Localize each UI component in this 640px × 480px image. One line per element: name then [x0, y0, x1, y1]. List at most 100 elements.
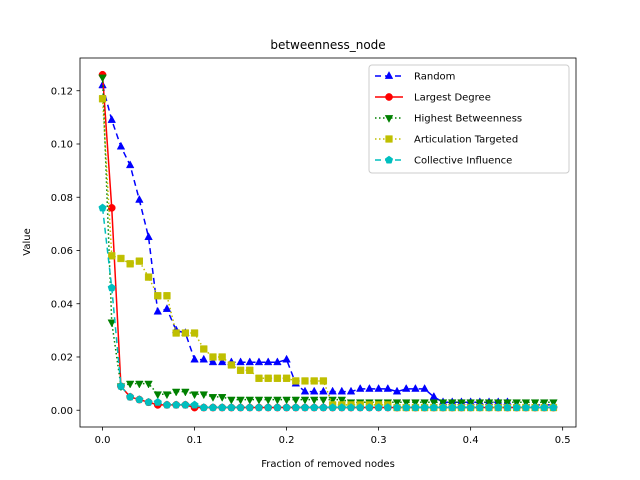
data-point-random	[107, 115, 116, 123]
data-point-collective-influence	[254, 403, 264, 412]
data-point-highest-betweenness	[319, 396, 328, 405]
legend-marker-largest-degree	[385, 93, 393, 101]
data-point-articulation-targeted	[126, 260, 134, 268]
data-point-collective-influence	[356, 403, 365, 412]
data-point-random	[355, 384, 365, 392]
data-point-highest-betweenness	[144, 380, 153, 389]
data-point-largest-degree	[107, 204, 116, 212]
data-point-highest-betweenness	[171, 388, 181, 397]
y-tick-label: 0.06	[51, 246, 73, 257]
data-point-highest-betweenness	[162, 391, 172, 400]
data-point-random	[162, 304, 172, 312]
data-point-highest-betweenness	[337, 396, 347, 405]
data-point-highest-betweenness	[190, 391, 199, 400]
data-point-articulation-targeted	[209, 353, 217, 361]
legend-item-collective-influence: Collective Influence	[375, 156, 512, 167]
data-point-collective-influence	[98, 203, 107, 212]
data-point-collective-influence	[190, 400, 199, 409]
data-point-highest-betweenness	[125, 380, 135, 389]
y-tick-label: 0.02	[51, 353, 73, 364]
legend-item-random: Random	[375, 71, 455, 83]
legend-label-random: Random	[414, 72, 455, 83]
data-point-highest-betweenness	[181, 388, 190, 397]
x-tick-label: 0.5	[555, 435, 571, 446]
data-point-highest-betweenness	[475, 399, 485, 408]
y-tick-label: 0.00	[51, 406, 73, 417]
series-collective-influence	[98, 203, 558, 412]
legend-marker-highest-betweenness	[384, 115, 394, 123]
data-point-collective-influence	[549, 403, 558, 412]
data-point-collective-influence	[484, 403, 494, 412]
x-axis-title: Fraction of removed nodes	[261, 459, 395, 470]
data-point-highest-betweenness	[291, 396, 301, 405]
data-point-articulation-targeted	[273, 374, 282, 382]
data-point-collective-influence	[153, 397, 162, 406]
data-point-articulation-targeted	[200, 345, 208, 353]
data-point-articulation-targeted	[154, 292, 162, 300]
data-point-highest-betweenness	[217, 394, 227, 402]
data-point-random	[254, 357, 264, 366]
data-point-random	[401, 384, 411, 392]
data-point-highest-betweenness	[484, 399, 494, 408]
legend-item-largest-degree: Largest Degree	[375, 93, 491, 104]
data-point-collective-influence	[126, 392, 135, 401]
data-point-highest-betweenness	[521, 399, 531, 408]
legend-marker-collective-influence	[384, 155, 394, 164]
data-point-random	[144, 232, 153, 241]
data-point-articulation-targeted	[98, 95, 107, 103]
legend: Random Largest Degree Highest Betweenness A…	[368, 64, 570, 174]
plot-frame	[79, 57, 577, 428]
data-point-highest-betweenness	[199, 391, 208, 400]
data-point-collective-influence	[144, 397, 153, 406]
data-point-collective-influence	[365, 403, 374, 412]
data-point-collective-influence	[310, 403, 319, 412]
data-point-highest-betweenness	[401, 399, 411, 408]
data-point-articulation-targeted	[236, 366, 245, 374]
legend-item-highest-betweenness: Highest Betweenness	[375, 114, 522, 125]
data-point-collective-influence	[448, 403, 457, 412]
data-point-highest-betweenness	[245, 396, 255, 405]
data-point-random	[374, 384, 383, 392]
data-point-highest-betweenness	[300, 396, 310, 405]
data-point-collective-influence	[300, 403, 310, 412]
data-point-highest-betweenness	[254, 396, 264, 405]
legend-box	[368, 64, 570, 174]
data-point-collective-influence	[346, 403, 356, 412]
data-point-highest-betweenness	[466, 399, 475, 408]
data-point-highest-betweenness	[107, 319, 116, 328]
x-tick-label: 0.1	[187, 435, 203, 446]
data-point-random	[411, 384, 420, 392]
data-point-articulation-targeted	[292, 377, 300, 385]
x-tick-label: 0.0	[95, 435, 111, 446]
x-axis: 0.0 0.1 0.2 0.3 0.4 0.5	[95, 427, 571, 446]
data-point-collective-influence	[328, 403, 337, 412]
data-point-random	[328, 386, 337, 395]
legend-label-largest-degree: Largest Degree	[414, 93, 491, 104]
y-axis-title: Value	[22, 228, 33, 255]
data-point-articulation-targeted	[135, 257, 143, 265]
data-point-highest-betweenness	[411, 399, 420, 408]
legend-marker-articulation-targeted	[385, 135, 393, 143]
data-point-collective-influence	[264, 403, 273, 412]
y-tick-label: 0.10	[51, 140, 73, 151]
data-point-highest-betweenness	[98, 74, 107, 83]
data-point-articulation-targeted	[310, 377, 318, 385]
data-point-collective-influence	[181, 400, 190, 409]
y-axis: 0.00 0.02 0.04 0.06 0.08 0.10 0.12	[51, 86, 80, 417]
legend-item-articulation-targeted: Articulation Targeted	[375, 135, 518, 146]
data-point-random	[420, 384, 429, 392]
data-point-collective-influence	[245, 403, 254, 412]
data-point-collective-influence	[438, 403, 448, 412]
legend-label-articulation-targeted: Articulation Targeted	[414, 135, 518, 146]
data-point-random	[153, 306, 162, 315]
data-point-collective-influence	[236, 403, 245, 412]
data-point-highest-betweenness	[135, 380, 144, 389]
y-tick-label: 0.04	[51, 299, 73, 310]
data-point-highest-betweenness	[549, 399, 558, 408]
data-point-collective-influence	[503, 403, 512, 412]
data-point-articulation-targeted	[108, 252, 116, 260]
data-point-collective-influence	[282, 403, 291, 412]
data-point-highest-betweenness	[236, 396, 245, 405]
data-point-collective-influence	[411, 403, 420, 412]
